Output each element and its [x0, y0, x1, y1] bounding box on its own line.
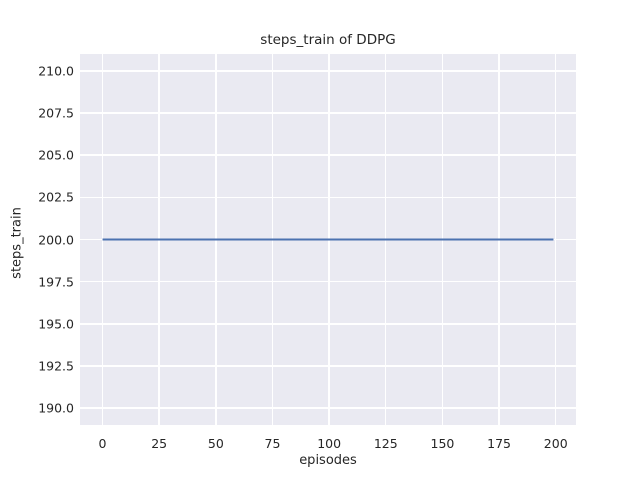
x-tick-label: 75: [264, 436, 281, 451]
x-axis-label: episodes: [299, 453, 357, 468]
x-tick-label: 50: [207, 436, 224, 451]
gridline-vertical: [555, 54, 557, 425]
y-tick-label: 207.5: [38, 105, 74, 121]
x-tick-label: 200: [543, 436, 568, 451]
chart-title: steps_train of DDPG: [260, 32, 396, 48]
gridline-horizontal: [80, 196, 576, 199]
plot-area: [80, 54, 576, 425]
y-tick-label: 210.0: [38, 63, 74, 79]
gridline-horizontal: [80, 323, 576, 325]
x-tick-label: 100: [317, 436, 342, 451]
gridline-vertical: [101, 54, 104, 425]
y-tick-label: 197.5: [38, 274, 74, 290]
x-tick-label: 125: [373, 436, 398, 451]
gridline-horizontal: [80, 112, 576, 114]
gridline-horizontal: [80, 365, 576, 367]
x-tick-label: 175: [487, 436, 511, 451]
x-tick-label: 0: [98, 436, 107, 451]
x-tick-label: 150: [430, 436, 455, 451]
y-axis-label: steps_train: [9, 207, 25, 279]
gridline-horizontal: [80, 280, 576, 283]
y-tick-label: 190.0: [38, 400, 74, 416]
gridline-horizontal: [80, 154, 576, 156]
gridline-horizontal: [80, 70, 576, 72]
y-tick-label: 192.5: [38, 358, 74, 374]
y-tick-label: 205.0: [38, 147, 74, 163]
line-series: [102, 238, 554, 241]
y-tick-label: 202.5: [38, 189, 74, 205]
x-tick-label: 25: [151, 436, 168, 451]
y-tick-label: 195.0: [38, 316, 74, 332]
gridline-horizontal: [80, 407, 576, 409]
y-tick-label: 200.0: [38, 232, 74, 247]
